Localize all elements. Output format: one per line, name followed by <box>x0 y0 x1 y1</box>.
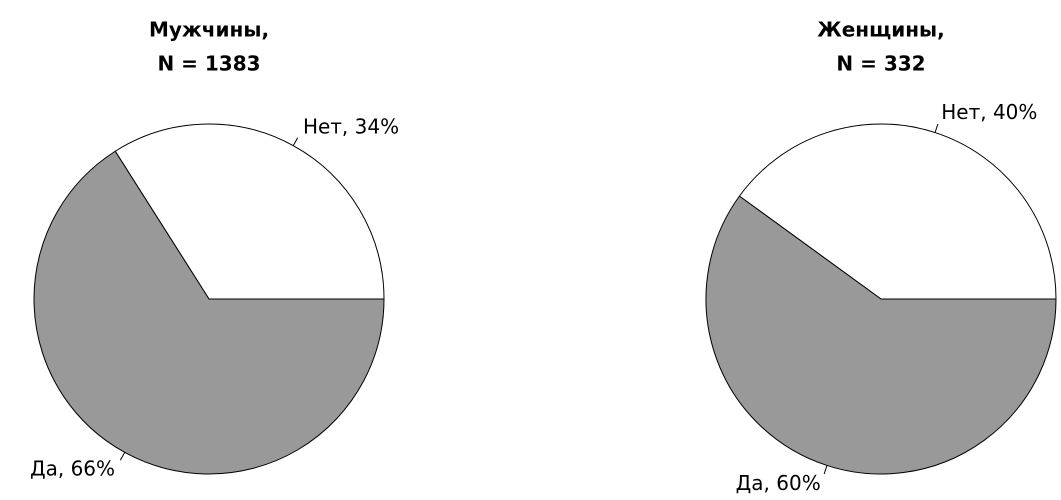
chart-subtitle: N = 332 <box>836 52 925 76</box>
chart-title: Женщины, <box>817 18 945 42</box>
label-tick <box>119 452 126 461</box>
chart-title: Мужчины, <box>149 18 269 42</box>
label-tick <box>823 465 828 475</box>
slice-label: Да, 66% <box>30 456 115 480</box>
label-tick <box>934 123 939 133</box>
label-tick <box>292 137 299 146</box>
pie-slice <box>114 123 385 300</box>
pie-slice <box>738 123 1057 300</box>
slice-label: Да, 60% <box>736 471 821 495</box>
slice-label: Нет, 40% <box>941 100 1037 124</box>
slice-label: Нет, 34% <box>303 115 399 139</box>
chart-subtitle: N = 1383 <box>157 52 260 76</box>
